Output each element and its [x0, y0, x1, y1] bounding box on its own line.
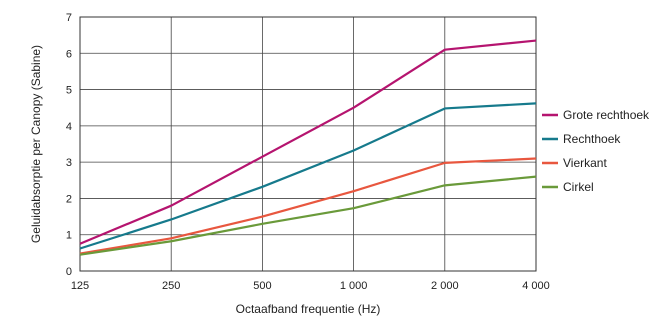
x-tick-label: 2 000: [431, 280, 459, 292]
y-tick-label: 3: [66, 157, 72, 169]
y-tick-label: 4: [66, 121, 72, 133]
y-tick-label: 2: [66, 193, 72, 205]
legend-label-cirkel: Cirkel: [563, 180, 594, 194]
legend-label-grote-rechthoek: Grote rechthoek: [563, 108, 650, 122]
legend: Grote rechthoek Rechthoek Vierkant Cirkel: [542, 108, 650, 194]
series-line-rechthoek: [79, 102, 537, 250]
x-tick-label: 125: [71, 280, 89, 292]
y-tick-label: 7: [66, 12, 72, 24]
x-tick-label: 250: [162, 280, 180, 292]
x-tick-label: 500: [253, 280, 271, 292]
y-tick-label: 6: [66, 48, 72, 60]
y-tick-label: 5: [66, 85, 72, 97]
legend-label-rechthoek: Rechthoek: [563, 132, 621, 146]
grid: [80, 17, 536, 271]
y-axis-ticks: 0 1 2 3 4 5 6 7: [66, 12, 72, 278]
series-line-cirkel: [79, 175, 537, 256]
x-tick-label: 4 000: [522, 280, 550, 292]
x-axis-label: Octaafband frequentie (Hz): [236, 302, 381, 316]
x-tick-label: 1 000: [340, 280, 368, 292]
series-line-vierkant: [79, 157, 537, 255]
x-axis-ticks: 125 250 500 1 000 2 000 4 000: [71, 280, 550, 292]
series-line-grote-rechthoek: [79, 39, 537, 245]
legend-label-vierkant: Vierkant: [563, 156, 607, 170]
series-lines: [79, 39, 537, 256]
y-tick-label: 0: [66, 266, 72, 278]
y-axis-label: Geluidabsorptie per Canopy (Sabine): [29, 45, 43, 243]
plot-frame: [79, 16, 537, 272]
y-tick-label: 1: [66, 230, 72, 242]
